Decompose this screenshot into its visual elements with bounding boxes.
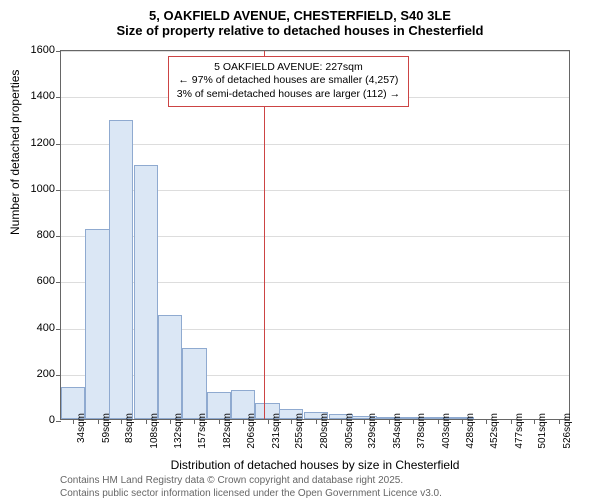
ytick-label: 600 (37, 275, 55, 287)
xtick-mark (389, 419, 390, 424)
xtick-mark (413, 419, 414, 424)
xtick-label: 132sqm (173, 413, 184, 449)
ytick-label: 0 (49, 414, 55, 426)
xtick-label: 526sqm (562, 413, 573, 449)
ytick-mark (56, 421, 61, 422)
ytick-label: 1200 (31, 137, 55, 149)
xtick-label: 108sqm (149, 413, 160, 449)
ytick-label: 800 (37, 229, 55, 241)
xtick-mark (219, 419, 220, 424)
ytick-label: 200 (37, 368, 55, 380)
ytick-mark (56, 375, 61, 376)
xtick-label: 231sqm (271, 413, 282, 449)
xtick-label: 206sqm (246, 413, 257, 449)
xtick-mark (316, 419, 317, 424)
copyright-line1: Contains HM Land Registry data © Crown c… (60, 474, 442, 487)
xtick-mark (486, 419, 487, 424)
xtick-mark (268, 419, 269, 424)
ytick-mark (56, 236, 61, 237)
chart-title-line1: 5, OAKFIELD AVENUE, CHESTERFIELD, S40 3L… (0, 0, 600, 23)
annotation-line2: ← 97% of detached houses are smaller (4,… (177, 74, 400, 88)
xtick-label: 157sqm (197, 413, 208, 449)
xtick-label: 280sqm (319, 413, 330, 449)
xtick-mark (341, 419, 342, 424)
ytick-label: 1400 (31, 90, 55, 102)
xtick-mark (291, 419, 292, 424)
ytick-mark (56, 144, 61, 145)
histogram-bar (109, 120, 133, 419)
xtick-label: 501sqm (537, 413, 548, 449)
annotation-line3: 3% of semi-detached houses are larger (1… (177, 88, 400, 102)
xtick-mark (438, 419, 439, 424)
ytick-mark (56, 329, 61, 330)
xtick-label: 59sqm (101, 413, 112, 443)
chart-container: 5, OAKFIELD AVENUE, CHESTERFIELD, S40 3L… (0, 0, 600, 500)
ytick-mark (56, 282, 61, 283)
xtick-mark (98, 419, 99, 424)
xtick-label: 403sqm (441, 413, 452, 449)
ytick-mark (56, 190, 61, 191)
xtick-mark (511, 419, 512, 424)
chart-title-line2: Size of property relative to detached ho… (0, 23, 600, 42)
annotation-line1: 5 OAKFIELD AVENUE: 227sqm (177, 61, 400, 75)
xtick-label: 354sqm (392, 413, 403, 449)
ytick-label: 1000 (31, 183, 55, 195)
histogram-bar (158, 315, 182, 419)
xtick-mark (194, 419, 195, 424)
xtick-label: 255sqm (294, 413, 305, 449)
xtick-mark (462, 419, 463, 424)
histogram-bar (182, 348, 206, 419)
xtick-label: 329sqm (367, 413, 378, 449)
gridline (61, 51, 569, 52)
ytick-label: 400 (37, 322, 55, 334)
annotation-box: 5 OAKFIELD AVENUE: 227sqm← 97% of detach… (168, 56, 409, 107)
ytick-label: 1600 (31, 44, 55, 56)
y-axis-label: Number of detached properties (8, 70, 22, 235)
xtick-label: 305sqm (344, 413, 355, 449)
copyright-line2: Contains public sector information licen… (60, 487, 442, 500)
xtick-label: 452sqm (489, 413, 500, 449)
xtick-mark (170, 419, 171, 424)
xtick-mark (146, 419, 147, 424)
histogram-bar (85, 229, 109, 419)
xtick-label: 34sqm (76, 413, 87, 443)
xtick-mark (364, 419, 365, 424)
xtick-label: 83sqm (124, 413, 135, 443)
xtick-mark (534, 419, 535, 424)
ytick-mark (56, 51, 61, 52)
plot-area: 34sqm59sqm83sqm108sqm132sqm157sqm182sqm2… (60, 50, 570, 420)
histogram-bar (134, 165, 158, 419)
xtick-mark (243, 419, 244, 424)
xtick-label: 477sqm (514, 413, 525, 449)
gridline (61, 144, 569, 145)
xtick-label: 428sqm (465, 413, 476, 449)
xtick-label: 182sqm (222, 413, 233, 449)
ytick-mark (56, 97, 61, 98)
copyright-text: Contains HM Land Registry data © Crown c… (60, 474, 442, 500)
xtick-mark (121, 419, 122, 424)
x-axis-label: Distribution of detached houses by size … (60, 458, 570, 472)
xtick-mark (73, 419, 74, 424)
xtick-label: 378sqm (416, 413, 427, 449)
xtick-mark (559, 419, 560, 424)
